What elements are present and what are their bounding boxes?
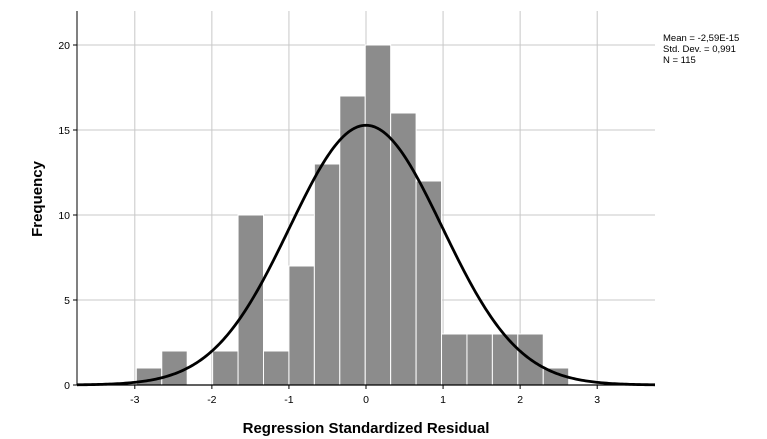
x-tick-label: -3	[130, 394, 139, 406]
histogram-bar	[339, 95, 366, 386]
x-tick-label: 2	[517, 394, 523, 406]
mean-annotation: Mean = -2,59E-15	[663, 33, 740, 44]
stats-annotation: Mean = -2,59E-15 Std. Dev. = 0,991 N = 1…	[663, 33, 739, 66]
x-tick-label: 3	[594, 394, 600, 406]
histogram-bar	[212, 350, 239, 386]
x-tick-label: -2	[207, 394, 216, 406]
y-tick-label: 10	[58, 210, 70, 222]
y-axis-title: Frequency	[29, 160, 46, 237]
histogram-bar	[288, 265, 315, 386]
histogram-bar	[161, 350, 188, 386]
x-tick-label: 1	[440, 394, 446, 406]
histogram-bar	[313, 163, 341, 386]
histogram-bar	[466, 333, 493, 386]
normal-curve	[76, 123, 656, 387]
ticks-layer: -3 -2 -1 0 1 2 3 0 5 10 15 20	[58, 40, 600, 406]
n-annotation: N = 115	[663, 55, 696, 66]
bars-layer	[135, 44, 570, 386]
y-tick-label: 0	[64, 380, 70, 392]
y-tick-label: 20	[58, 40, 70, 52]
x-tick-label: -1	[284, 394, 293, 406]
histogram-bar	[491, 333, 519, 386]
x-axis-title: Regression Standardized Residual	[243, 420, 490, 437]
histogram-bar	[364, 44, 392, 386]
histogram-bar	[441, 333, 468, 386]
y-tick-label: 5	[64, 295, 70, 307]
x-tick-label: 0	[363, 394, 369, 406]
curve-layer	[76, 123, 656, 387]
std-dev-annotation: Std. Dev. = 0,991	[663, 44, 736, 55]
y-tick-label: 15	[58, 125, 70, 137]
histogram-bar	[263, 350, 290, 386]
histogram-bar	[415, 180, 443, 386]
